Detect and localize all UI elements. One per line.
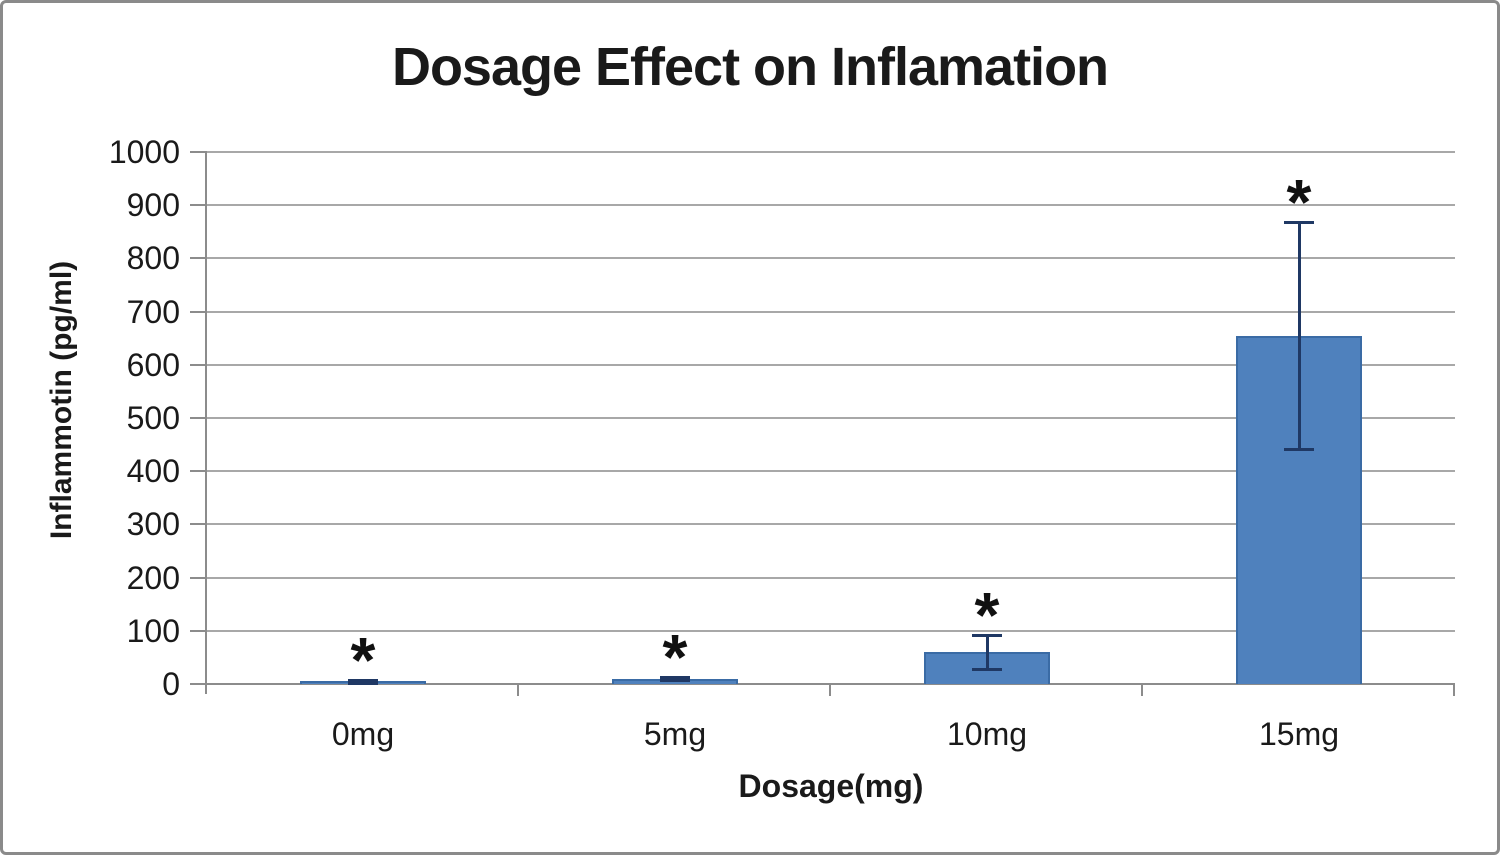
gridline [207,629,1455,632]
x-axis-tick [517,684,519,696]
error-bar-cap-top-10mg [972,634,1002,638]
y-axis-tick-label: 900 [126,187,180,224]
y-axis-tick-label: 800 [126,240,180,277]
y-axis-tick-label: 400 [126,453,180,490]
y-axis-tick-label: 600 [126,346,180,383]
x-axis-tick [829,684,831,696]
y-axis-tick [190,470,207,473]
y-axis-tick [190,417,207,419]
error-bar-line-15mg [1297,222,1301,449]
gridline [207,576,1455,579]
y-axis-tick [190,363,207,366]
y-axis-tick-labels: 0 100 200 300 400 500 600 700 800 900 1000 [0,136,180,700]
y-axis-line [205,152,207,694]
y-axis-tick-label: 1000 [108,134,180,170]
y-axis-tick [190,310,207,313]
y-axis-tick [190,523,207,526]
y-axis-tick-label: 200 [126,559,180,596]
y-axis-tick-label: 700 [126,293,180,330]
significance-asterisk-15mg: * [1286,166,1312,239]
x-axis-tick-label: 15mg [1258,716,1340,752]
plot-area: * * * * [190,151,1455,696]
significance-asterisk-0mg: * [350,623,376,696]
y-axis-tick [190,257,207,260]
y-axis-tick [190,576,207,579]
x-axis-baseline [207,683,1455,685]
y-axis-tick-label: 0 [162,666,180,702]
significance-asterisk-5mg: * [662,621,688,694]
error-bar-cap-bottom-10mg [972,668,1002,672]
gridline [207,257,1455,260]
y-axis-tick [190,151,207,153]
significance-asterisk-10mg: * [974,579,1000,652]
y-axis-tick-label: 500 [126,400,180,436]
error-bar-cap-top-5mg [660,676,690,680]
x-axis-title: Dosage(mg) [738,768,924,804]
y-axis-tick [190,629,207,632]
y-axis-tick-label: 100 [126,612,180,649]
gridline [207,204,1455,207]
error-bar-cap-bottom-0mg [348,681,378,685]
error-bar-line-10mg [985,635,989,670]
x-axis-tick-label: 5mg [643,716,707,752]
y-axis-tick-label: 300 [126,506,180,543]
chart-title: Dosage Effect on Inflamation [391,37,1109,97]
x-axis-tick [1141,684,1143,696]
gridline [207,470,1455,473]
gridline [207,417,1455,419]
gridline [207,310,1455,313]
x-axis-tick-labels: 0mg 5mg 10mg 15mg [207,716,1455,756]
x-axis-tick [1453,684,1455,696]
x-axis-tick-label: 10mg [946,716,1028,752]
error-bar-cap-top-15mg [1284,221,1314,225]
y-axis-tick [190,204,207,207]
gridline [207,523,1455,526]
gridline [207,151,1455,153]
y-axis-tick [190,683,207,685]
gridline [207,363,1455,366]
error-bar-cap-bottom-5mg [660,679,690,683]
x-axis-tick-label: 0mg [331,716,395,752]
error-bar-cap-bottom-15mg [1284,447,1314,451]
error-bar-cap-top-0mg [348,678,378,682]
